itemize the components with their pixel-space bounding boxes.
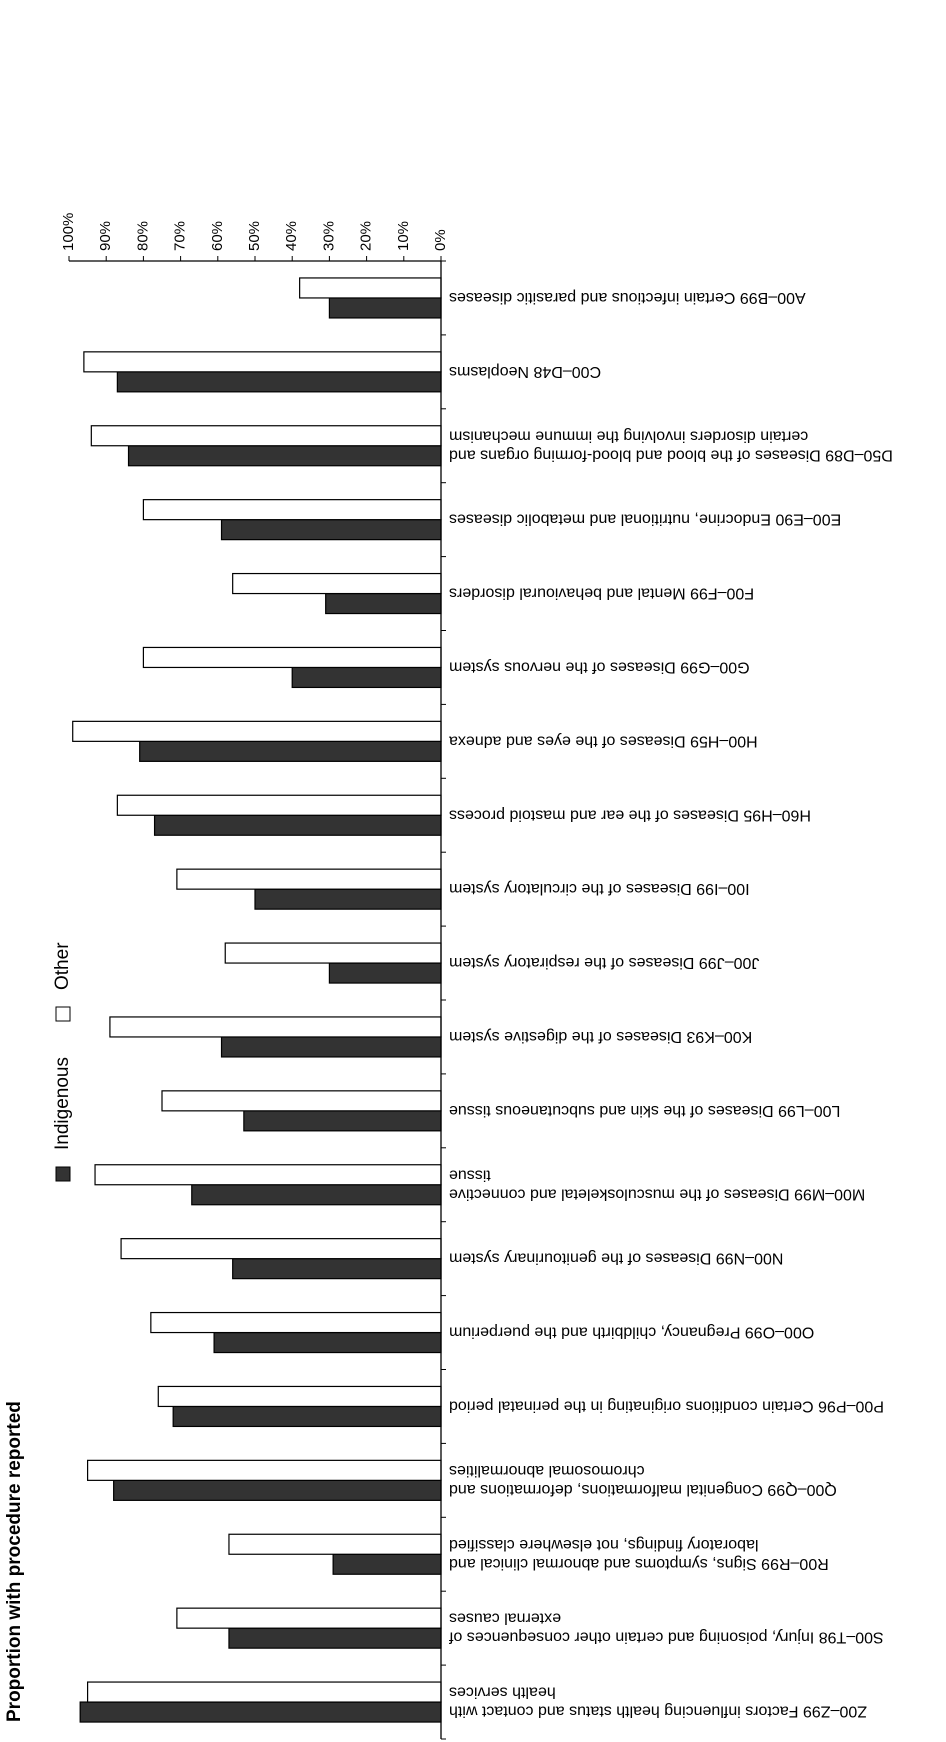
value-axis-ticks: 0% 10% 20% 30% 40% 50% 60% 70% 80% 90% 100% <box>60 213 449 261</box>
category-label: R00–R99 Signs, symptoms and abnormal cli… <box>449 1555 829 1572</box>
category-label: Q00–Q99 Congenital malformations, deform… <box>449 1481 837 1498</box>
chart-rotated-group: A00–B99 Certain infectious and parasitic… <box>4 213 893 1740</box>
bar-indigenous <box>328 297 442 319</box>
bar-other <box>83 351 442 373</box>
value-tick-label: 90% <box>97 221 114 251</box>
value-tick-label: 10% <box>395 221 412 251</box>
bar-other <box>176 868 442 890</box>
bar-other <box>116 794 442 816</box>
bar-indigenous <box>220 519 442 541</box>
category-label: P00–P96 Certain conditions originating i… <box>449 1397 884 1414</box>
bar-other <box>87 1681 442 1703</box>
bar-indigenous <box>254 888 442 910</box>
bar-indigenous <box>116 371 442 393</box>
category-labels: A00–B99 Certain infectious and parasitic… <box>448 289 892 1720</box>
category-label: D50–D89 Diseases of the blood and blood-… <box>449 446 893 463</box>
legend-label-other: Other <box>52 942 73 990</box>
bars-layer <box>72 277 442 1723</box>
value-tick-label: 50% <box>246 221 263 251</box>
category-label: E00–E90 Endocrine, nutritional and metab… <box>449 511 841 528</box>
bar-other <box>120 1238 442 1260</box>
value-tick-label: 80% <box>134 221 151 251</box>
category-label: H00–H59 Diseases of the eyes and adnexa <box>449 732 758 749</box>
bar-other <box>142 646 442 669</box>
category-label: external causes <box>449 1610 561 1627</box>
bar-indigenous <box>232 1258 442 1280</box>
category-label: H60–H95 Diseases of the ear and mastoid … <box>449 806 811 823</box>
category-label: O00–O99 Pregnancy, childbirth and the pu… <box>449 1324 814 1341</box>
bar-other <box>109 1016 442 1038</box>
bar-indigenous <box>228 1627 442 1649</box>
bar-indigenous <box>325 592 442 615</box>
value-tick-label: 70% <box>172 221 189 251</box>
legend-swatch-indigenous <box>55 1166 71 1182</box>
bar-indigenous <box>172 1405 442 1428</box>
bar-other <box>161 1090 442 1112</box>
bar-other <box>224 942 442 964</box>
bar-other <box>150 1311 442 1334</box>
legend: Indigenous Other <box>52 942 73 1182</box>
value-tick-label: 60% <box>209 221 226 251</box>
category-label: laboratory findings, not elsewhere class… <box>449 1536 759 1553</box>
value-tick-label: 20% <box>358 221 375 251</box>
category-label: certain disorders involving the immune m… <box>449 427 808 444</box>
bar-indigenous <box>243 1110 442 1132</box>
bar-indigenous <box>153 814 442 836</box>
category-label: N00–N99 Diseases of the genitourinary sy… <box>449 1250 783 1267</box>
bar-other <box>176 1607 442 1629</box>
category-label: L00–L99 Diseases of the skin and subcuta… <box>449 1102 840 1119</box>
category-label: F00–F99 Mental and behavioural disorders <box>449 585 754 602</box>
category-label: chromosomal abnormalities <box>449 1462 645 1479</box>
bar-indigenous <box>291 666 442 689</box>
legend-label-indigenous: Indigenous <box>52 1057 73 1150</box>
bar-indigenous <box>328 962 442 984</box>
value-tick-label: 30% <box>320 221 337 251</box>
bar-other <box>232 572 442 595</box>
bar-other <box>157 1385 442 1408</box>
bar-other <box>228 1533 442 1555</box>
axis-title: Proportion with procedure reported <box>4 1401 25 1722</box>
category-label: C00–D48 Neoplasms <box>449 363 601 380</box>
category-ticks <box>440 260 446 1740</box>
category-label: K00–K93 Diseases of the digestive system <box>449 1028 752 1045</box>
bar-indigenous <box>139 740 442 762</box>
bar-indigenous <box>191 1184 442 1206</box>
category-label: health services <box>449 1684 556 1701</box>
bar-other <box>87 1459 442 1481</box>
category-label: S00–T98 Injury, poisoning and certain ot… <box>448 1629 883 1646</box>
category-label: J00–J99 Diseases of the respiratory syst… <box>449 954 759 971</box>
bar-indigenous <box>332 1553 442 1575</box>
bar-indigenous <box>113 1479 442 1501</box>
bar-other <box>90 425 442 447</box>
bar-indigenous <box>220 1036 442 1058</box>
legend-swatch-other <box>55 1006 71 1022</box>
category-label: tissue <box>449 1166 491 1183</box>
category-label: I00–I99 Diseases of the circulatory syst… <box>449 880 750 897</box>
bar-indigenous <box>127 445 442 467</box>
bar-indigenous <box>79 1701 442 1723</box>
category-label: M00–M99 Diseases of the musculoskeletal … <box>449 1185 865 1202</box>
bar-indigenous <box>213 1331 442 1354</box>
bar-other <box>72 720 442 742</box>
value-tick-label: 100% <box>60 213 77 251</box>
category-label: A00–B99 Certain infectious and parasitic… <box>449 289 806 306</box>
bar-other <box>94 1164 442 1186</box>
bar-other <box>299 277 442 299</box>
value-tick-label: 40% <box>283 221 300 251</box>
category-label: Z00–Z99 Factors influencing health statu… <box>449 1703 867 1720</box>
bar-other <box>142 499 442 521</box>
category-label: G00–G99 Diseases of the nervous system <box>449 658 750 675</box>
value-tick-label: 0% <box>432 229 449 251</box>
